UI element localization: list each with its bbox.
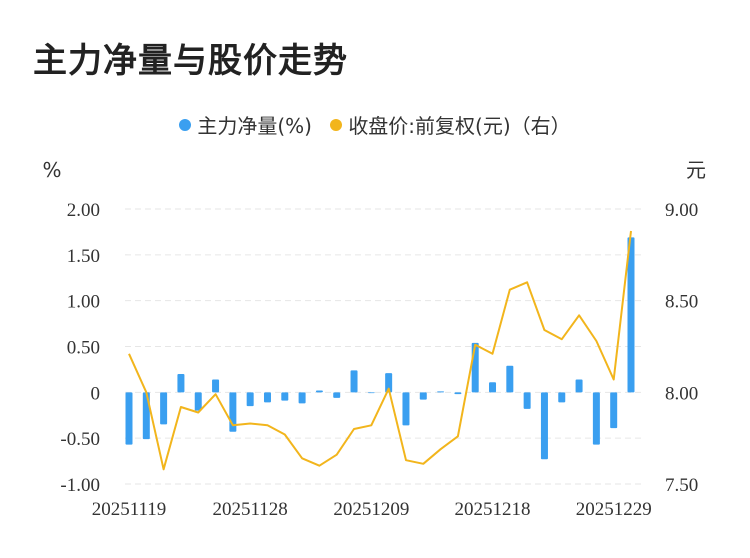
net-volume-bar xyxy=(419,392,427,400)
legend-item-net-volume[interactable]: 主力净量(%) xyxy=(179,110,312,139)
net-volume-bar xyxy=(454,392,462,395)
close-price-line xyxy=(128,230,632,471)
x-tick-label: 20251229 xyxy=(576,499,652,520)
y-right-tick-label: 8.00 xyxy=(665,383,698,404)
y-left-tick-label: -0.50 xyxy=(60,429,100,450)
net-volume-bar xyxy=(385,373,393,393)
chart-title: 主力净量与股价走势 xyxy=(33,41,348,81)
x-tick-label: 20251209 xyxy=(333,499,409,520)
net-volume-bar xyxy=(160,392,168,425)
net-volume-bar xyxy=(315,390,323,393)
y-right-unit-label: 元 xyxy=(686,158,706,182)
net-volume-bar xyxy=(367,392,375,394)
x-tick-label: 20251218 xyxy=(455,499,531,520)
y-right-tick-label: 8.50 xyxy=(665,292,698,313)
net-volume-bar xyxy=(402,392,410,426)
net-volume-bar xyxy=(610,392,618,429)
net-volume-bar xyxy=(540,392,548,460)
net-volume-bar xyxy=(194,392,202,411)
x-tick-label: 20251119 xyxy=(92,499,167,520)
y-left-tick-label: -1.00 xyxy=(60,475,100,496)
net-volume-bar xyxy=(298,392,306,404)
net-volume-bar xyxy=(246,392,254,407)
y-left-tick-label: 1.50 xyxy=(67,246,100,267)
net-volume-bar xyxy=(627,237,635,393)
net-volume-bar xyxy=(575,379,583,393)
y-left-unit-label: % xyxy=(42,158,61,182)
legend-label-net-volume: 主力净量(%) xyxy=(197,114,312,138)
legend-dot-close-price xyxy=(330,118,343,131)
net-volume-bar xyxy=(558,392,566,403)
legend-item-close-price[interactable]: 收盘价:前复权(元)（右） xyxy=(330,110,571,139)
y-left-tick-label: 1.00 xyxy=(67,292,100,313)
y-right-tick-label: 9.00 xyxy=(665,200,698,221)
y-left-tick-label: 0 xyxy=(91,383,101,404)
net-volume-bar xyxy=(437,391,445,393)
net-volume-bar xyxy=(263,392,271,403)
y-left-tick-label: 0.50 xyxy=(67,338,100,359)
legend-dot-net-volume xyxy=(179,118,192,131)
y-left-tick-label: 2.00 xyxy=(67,200,100,221)
net-volume-bar xyxy=(281,392,289,401)
net-volume-bar xyxy=(489,382,497,393)
net-volume-bar xyxy=(333,392,341,398)
net-volume-bar xyxy=(592,392,600,445)
net-volume-bar xyxy=(523,392,531,409)
x-tick-label: 20251128 xyxy=(213,499,288,520)
net-volume-bar xyxy=(471,342,479,393)
net-volume-bar xyxy=(212,379,220,393)
legend: 主力净量(%) 收盘价:前复权(元)（右） xyxy=(0,110,750,139)
y-right-tick-label: 7.50 xyxy=(665,475,698,496)
net-volume-bar xyxy=(177,374,185,393)
net-volume-bar xyxy=(125,392,133,445)
net-volume-bar xyxy=(506,365,514,393)
net-volume-bar xyxy=(350,370,358,393)
legend-label-close-price: 收盘价:前复权(元)（右） xyxy=(348,114,571,138)
